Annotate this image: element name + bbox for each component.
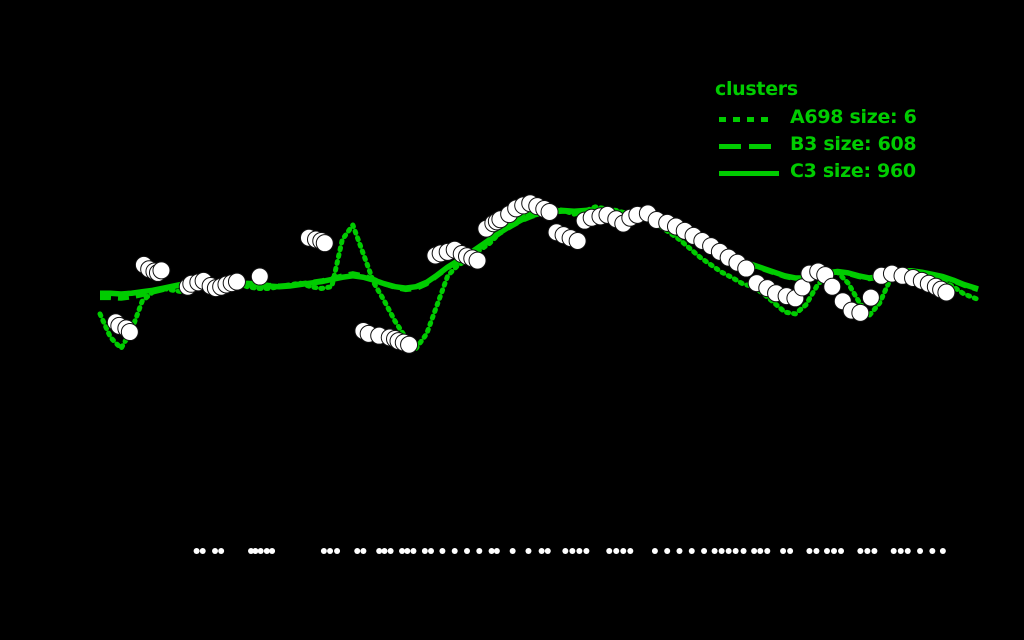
rug-mark <box>751 548 758 554</box>
rug-mark <box>538 548 545 554</box>
rug-mark <box>917 548 924 554</box>
rug-mark <box>890 548 897 554</box>
rug-mark <box>857 548 864 554</box>
rug-mark <box>269 548 276 554</box>
scatter-point <box>227 272 246 291</box>
scatter-point <box>468 251 487 270</box>
rug-mark <box>732 548 739 554</box>
rug-mark <box>813 548 820 554</box>
rug-mark <box>740 548 747 554</box>
rug-mark <box>199 548 206 554</box>
rug-mark <box>334 548 341 554</box>
scatter-point <box>250 267 269 286</box>
legend-label-c3: C3 size: 960 <box>790 160 916 182</box>
rug-mark <box>509 548 516 554</box>
legend-entry-a698[interactable]: A698 size: 6 <box>705 106 935 133</box>
rug-mark <box>780 548 787 554</box>
scatter-point <box>540 202 559 221</box>
rug-mark <box>718 548 725 554</box>
rug-mark <box>864 548 871 554</box>
rug-mark <box>381 548 388 554</box>
rug-mark <box>676 548 683 554</box>
legend-title: clusters <box>715 78 798 100</box>
rug-mark <box>764 548 771 554</box>
rug-mark <box>439 548 446 554</box>
rug-mark <box>428 548 435 554</box>
rug-mark <box>464 548 470 554</box>
rug-mark <box>410 548 417 554</box>
rug-mark <box>651 548 658 554</box>
legend-entry-c3[interactable]: C3 size: 960 <box>705 160 935 187</box>
rug-mark <box>838 548 845 554</box>
rug-mark <box>421 548 428 554</box>
rug-mark <box>387 548 394 554</box>
scatter-point <box>568 231 587 250</box>
rug-mark <box>569 548 576 554</box>
legend-swatch-dashed <box>719 144 781 149</box>
rug-mark <box>929 548 936 554</box>
rug-mark <box>376 548 383 554</box>
rug-mark <box>701 548 708 554</box>
scatter-point <box>152 261 171 280</box>
rug-mark <box>252 548 259 554</box>
rug-mark <box>257 548 264 554</box>
scatter-point <box>120 323 139 342</box>
rug-mark <box>904 548 911 554</box>
rug-mark <box>787 548 794 554</box>
rug-mark <box>544 548 551 554</box>
rug-mark <box>193 548 200 554</box>
rug-mark <box>525 548 532 554</box>
rug-mark <box>320 548 327 554</box>
rug-mark <box>939 548 946 554</box>
rug-mark <box>823 548 830 554</box>
chart-legend: clusters A698 size: 6 B3 size: 608 C3 si… <box>705 74 935 192</box>
scatter-point <box>315 234 334 253</box>
legend-label-b3: B3 size: 608 <box>790 133 917 155</box>
rug-mark <box>451 548 458 554</box>
rug-mark <box>360 548 367 554</box>
scatter-point <box>937 283 956 302</box>
scatter-point <box>737 259 756 278</box>
scatter-points-layer <box>106 194 956 354</box>
rug-mark <box>831 548 838 554</box>
rug-plot-layer <box>193 548 946 554</box>
rug-mark <box>263 548 270 554</box>
rug-mark <box>576 548 583 554</box>
rug-mark <box>218 548 225 554</box>
rug-mark <box>399 548 406 554</box>
rug-mark <box>711 548 718 554</box>
legend-label-a698: A698 size: 6 <box>790 106 917 128</box>
rug-mark <box>757 548 764 554</box>
rug-mark <box>212 548 219 554</box>
rug-mark <box>354 548 361 554</box>
rug-mark <box>897 548 904 554</box>
legend-swatch-solid <box>719 171 781 176</box>
rug-mark <box>606 548 613 554</box>
rug-mark <box>327 548 334 554</box>
rug-mark <box>248 548 255 554</box>
rug-mark <box>613 548 620 554</box>
rug-mark <box>806 548 813 554</box>
rug-mark <box>583 548 590 554</box>
rug-mark <box>871 548 878 554</box>
legend-entry-b3[interactable]: B3 size: 608 <box>705 133 935 160</box>
rug-mark <box>493 548 500 554</box>
rug-mark <box>562 548 569 554</box>
rug-mark <box>688 548 695 554</box>
rug-mark <box>664 548 671 554</box>
rug-mark <box>488 548 495 554</box>
rug-mark <box>620 548 627 554</box>
rug-mark <box>404 548 411 554</box>
scatter-point <box>400 335 419 354</box>
scatter-point <box>861 288 880 307</box>
scatter-point <box>823 277 842 296</box>
rug-mark <box>476 548 483 554</box>
rug-mark <box>725 548 732 554</box>
legend-swatch-dotted <box>719 117 781 122</box>
scatter-point <box>851 303 870 322</box>
rug-mark <box>627 548 634 554</box>
